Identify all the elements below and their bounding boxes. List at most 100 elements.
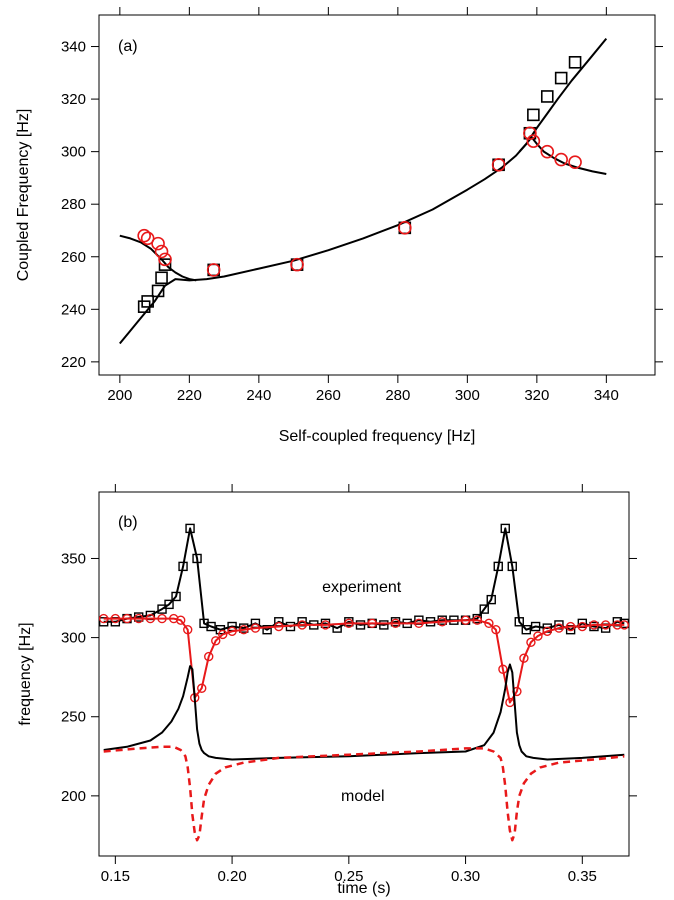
y-tick-label: 350 <box>61 550 86 567</box>
square-marker <box>155 271 168 285</box>
square-marker <box>540 90 554 103</box>
series-line <box>103 617 625 704</box>
circle-marker <box>227 626 237 636</box>
x-tick-label: 200 <box>107 387 132 404</box>
plot-frame <box>98 14 656 376</box>
square-marker <box>493 561 503 572</box>
x-tick-label: 260 <box>316 387 341 404</box>
circle-marker <box>491 157 506 172</box>
circle-marker <box>197 683 207 693</box>
circle-marker <box>491 624 501 635</box>
circle-marker <box>206 263 221 277</box>
square-marker <box>185 523 195 534</box>
circle-marker <box>589 620 599 630</box>
x-tick-label: 0.15 <box>101 868 130 885</box>
plot-frame <box>98 491 630 857</box>
model-line-dashed <box>103 745 625 842</box>
x-tick-label: 240 <box>246 387 271 404</box>
circle-marker <box>577 621 588 632</box>
circle-marker <box>137 228 151 243</box>
plot-area <box>99 523 629 842</box>
x-tick-label: 220 <box>177 387 202 404</box>
circle-marker <box>239 624 249 635</box>
y-tick-label: 260 <box>61 249 86 266</box>
x-axis-title: time (s) <box>337 880 390 897</box>
circle-marker <box>526 134 541 148</box>
x-tick-label: 300 <box>455 387 480 404</box>
square-marker <box>479 604 489 614</box>
square-marker <box>514 617 524 627</box>
square-marker <box>206 621 216 632</box>
x-tick-label: 340 <box>594 387 619 404</box>
annotation-label: experiment <box>322 579 402 596</box>
circle-marker <box>619 620 629 630</box>
square-marker <box>192 553 202 564</box>
square-marker <box>158 258 172 271</box>
circle-marker <box>472 615 482 625</box>
fit-curve <box>119 37 608 345</box>
circle-marker <box>554 152 568 167</box>
square-marker <box>554 71 568 85</box>
x-tick-label: 0.20 <box>217 868 246 885</box>
fit-curve <box>119 234 197 282</box>
circle-marker <box>99 613 109 624</box>
y-tick-label: 250 <box>61 709 86 726</box>
circle-marker <box>344 618 354 629</box>
square-marker <box>355 620 366 630</box>
circle-marker <box>390 618 401 629</box>
square-marker <box>379 620 389 630</box>
circle-marker <box>519 653 529 663</box>
circle-marker <box>568 155 582 169</box>
circle-marker <box>367 618 377 629</box>
circle-marker <box>523 126 537 141</box>
plot-area <box>119 37 608 345</box>
annotation-label: model <box>341 788 385 805</box>
circle-marker <box>554 623 564 633</box>
circle-marker <box>542 626 552 636</box>
panel-label: (a) <box>118 38 138 55</box>
fit-curve <box>518 136 607 175</box>
circle-marker <box>414 618 424 629</box>
circle-marker <box>484 618 494 629</box>
square-marker <box>527 108 540 122</box>
panel-label: (b) <box>118 514 138 531</box>
x-tick-label: 280 <box>385 387 410 404</box>
circle-marker <box>218 629 228 640</box>
y-tick-label: 340 <box>61 39 86 56</box>
x-tick-label: 0.35 <box>568 868 597 885</box>
circle-marker <box>498 664 508 674</box>
circle-marker <box>151 236 165 251</box>
square-marker <box>199 618 209 629</box>
square-marker <box>141 295 154 308</box>
square-marker <box>262 624 272 635</box>
y-axis-title: Coupled Frequency [Hz] <box>15 109 32 282</box>
square-marker <box>157 604 167 614</box>
circle-marker <box>204 651 214 662</box>
square-marker <box>530 621 541 632</box>
circle-marker <box>110 613 121 624</box>
circle-marker <box>397 221 412 235</box>
square-marker <box>151 284 165 298</box>
square-marker <box>507 561 517 572</box>
circle-marker <box>133 613 144 624</box>
circle-marker <box>297 620 307 630</box>
circle-marker <box>540 144 555 159</box>
y-tick-label: 220 <box>61 354 86 371</box>
circle-marker <box>158 252 172 267</box>
x-axis-title: Self-coupled frequency [Hz] <box>279 428 476 445</box>
circle-marker <box>290 257 304 272</box>
y-axis-title: frequency [Hz] <box>17 622 34 725</box>
square-marker <box>99 617 109 627</box>
y-tick-label: 280 <box>61 196 86 213</box>
circle-marker <box>145 613 156 624</box>
x-tick-label: 320 <box>524 387 549 404</box>
square-marker <box>521 624 531 635</box>
circle-marker <box>437 617 447 627</box>
y-tick-label: 300 <box>61 630 86 647</box>
x-tick-label: 0.25 <box>334 868 363 885</box>
circle-marker <box>320 620 331 630</box>
square-marker <box>486 594 496 605</box>
circle-marker <box>526 637 536 648</box>
circle-marker <box>600 620 611 630</box>
panel-b: 0.15 0.20 0.25 0.30 0.35 200 250 300 350 time (s)… <box>17 484 637 897</box>
